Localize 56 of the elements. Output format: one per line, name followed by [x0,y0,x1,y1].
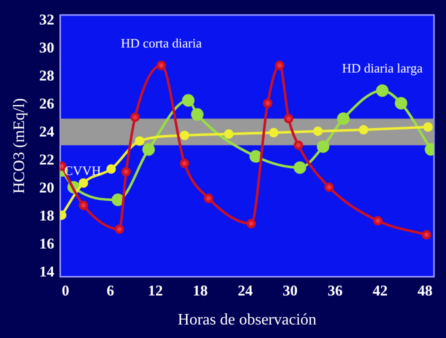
point [134,136,144,146]
point [106,164,116,174]
x-axis-title: Horas de observación [178,312,316,329]
x-tick-label: 18 [192,284,208,300]
point [262,98,272,108]
y-tick-label: 18 [39,208,54,224]
point [373,216,383,226]
x-tick-label: 0 [62,284,70,300]
y-tick-label: 30 [39,40,54,56]
series-label: HD diaria larga [342,60,423,76]
point [191,108,204,121]
y-tick-label: 26 [39,96,55,112]
point [249,150,262,163]
y-tick-label: 24 [39,124,55,140]
x-tick-label: 42 [372,284,388,300]
y-tick-label: 16 [39,236,55,252]
point [78,200,88,210]
point [376,84,389,97]
point [294,161,306,174]
point [337,112,350,125]
point [423,122,433,132]
x-tick-label: 36 [328,284,344,300]
point [394,96,408,110]
point [130,112,140,122]
y-axis-title: HCO3 (mEq/l) [10,98,28,194]
point [224,129,234,139]
point [422,230,432,240]
point [182,94,195,107]
point [324,182,334,192]
y-tick-label: 32 [39,12,54,28]
point [358,125,368,135]
point [180,158,190,168]
y-tick-label: 20 [39,180,54,196]
point [180,130,190,140]
point [274,60,284,70]
point [246,218,256,228]
point [313,126,323,136]
point [294,140,304,150]
y-tick-label: 28 [39,68,54,84]
point [284,114,294,124]
point [156,60,166,70]
point [316,140,330,153]
point [78,178,88,188]
x-tick-label: 30 [282,284,298,300]
x-tick-label: 12 [148,284,163,300]
point [268,128,278,138]
series-label: HD corta diaria [120,35,202,50]
y-tick-label: 22 [39,152,54,168]
x-tick-label: 24 [238,284,254,300]
x-tick-label: 48 [418,284,433,300]
point [142,143,155,156]
point [114,224,124,234]
point [121,167,131,177]
x-tick-label: 6 [106,284,115,300]
point [204,194,214,204]
y-tick-label: 14 [39,264,55,280]
